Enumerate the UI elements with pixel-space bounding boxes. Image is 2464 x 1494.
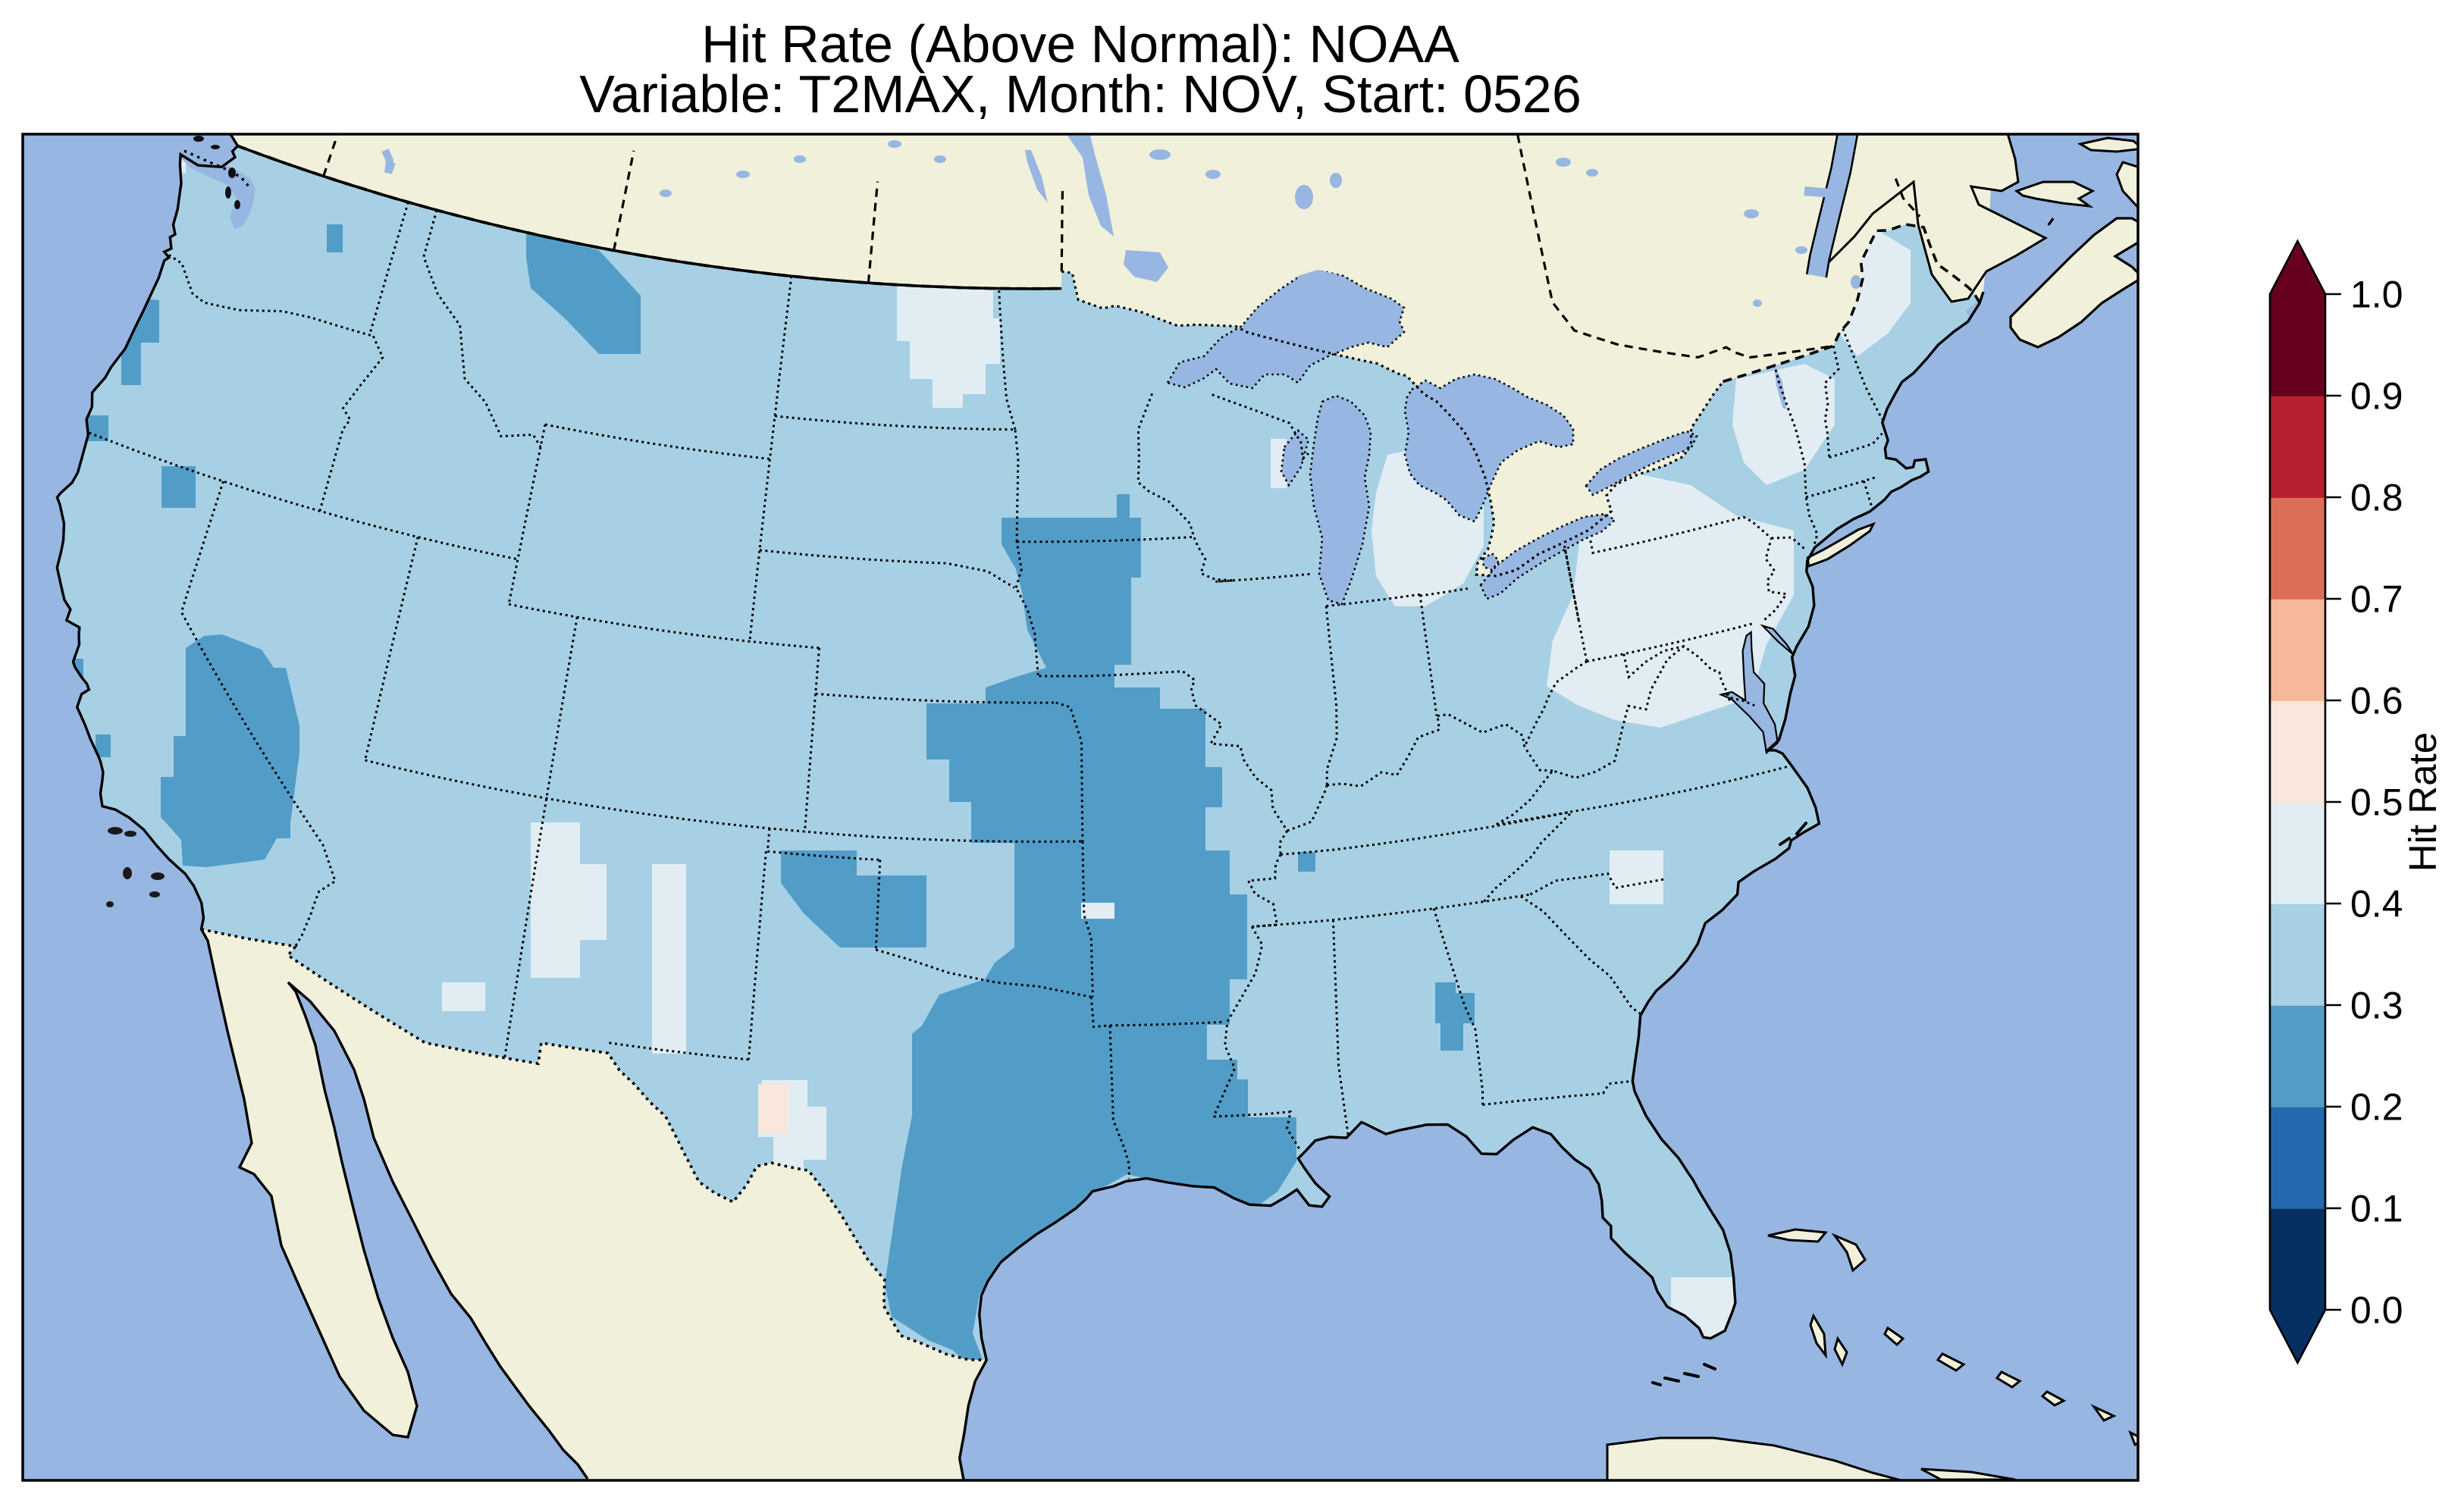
svg-text:0.3: 0.3 — [2350, 985, 2403, 1027]
svg-text:Hit Rate (Above Normal): NOAA: Hit Rate (Above Normal): NOAA — [701, 14, 1459, 74]
svg-text:0.2: 0.2 — [2350, 1086, 2403, 1129]
svg-text:1.0: 1.0 — [2350, 274, 2403, 316]
svg-text:0.5: 0.5 — [2350, 781, 2403, 824]
svg-text:Hit Rate: Hit Rate — [2401, 732, 2444, 872]
svg-text:0.4: 0.4 — [2350, 883, 2403, 926]
svg-text:0.8: 0.8 — [2350, 477, 2403, 519]
svg-text:Variable: T2MAX, Month: NOV, S: Variable: T2MAX, Month: NOV, Start: 0526 — [579, 64, 1582, 124]
svg-text:0.9: 0.9 — [2350, 375, 2403, 418]
svg-text:0.7: 0.7 — [2350, 578, 2403, 621]
svg-text:0.0: 0.0 — [2350, 1289, 2403, 1332]
svg-text:0.6: 0.6 — [2350, 680, 2403, 722]
svg-text:0.1: 0.1 — [2350, 1188, 2403, 1230]
